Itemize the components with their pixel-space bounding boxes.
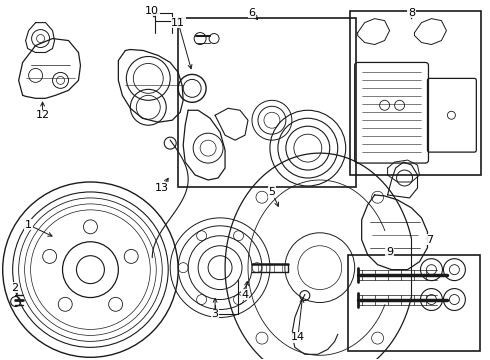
Text: 6: 6 <box>248 8 255 18</box>
Text: 8: 8 <box>408 8 415 18</box>
Bar <box>350 11 481 175</box>
Text: 11: 11 <box>171 18 185 28</box>
Text: 10: 10 <box>145 6 159 15</box>
Bar <box>348 255 480 351</box>
Text: 4: 4 <box>242 289 248 300</box>
Text: 2: 2 <box>11 283 18 293</box>
Text: 3: 3 <box>212 310 219 319</box>
Text: 9: 9 <box>386 247 393 257</box>
Text: 14: 14 <box>291 332 305 342</box>
Text: 13: 13 <box>155 183 169 193</box>
Text: 5: 5 <box>269 187 275 197</box>
Text: 12: 12 <box>35 110 49 120</box>
Text: 7: 7 <box>426 235 433 245</box>
Bar <box>178 18 356 187</box>
Text: 1: 1 <box>25 220 32 230</box>
